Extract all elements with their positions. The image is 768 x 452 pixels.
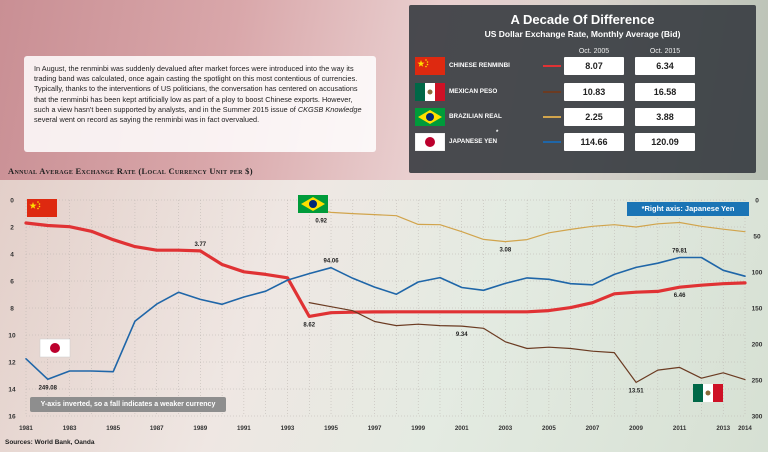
china-flag-icon [27,199,57,217]
x-tick-label: 2003 [498,425,512,432]
x-tick-label: 1995 [324,425,338,432]
mexico-flag-icon [693,384,723,402]
y-right-tick-label: 200 [752,342,763,349]
x-tick-label: 2009 [629,425,643,432]
currency-name: JAPANESE YEN [449,138,498,145]
panel-subtitle: US Dollar Exchange Rate, Monthly Average… [484,29,681,39]
x-tick-label: 1989 [193,425,207,432]
x-tick-label: 2001 [455,425,469,432]
data-label: 9.34 [456,332,468,338]
japan-flag-icon [414,132,446,152]
x-tick-label: 2014 [738,425,752,432]
y-right-tick-label: 100 [752,270,763,277]
inverted-axis-note: Y-axis inverted, so a fall indicates a w… [30,397,226,412]
series-swatch [543,141,561,143]
series-line-mxp [308,301,746,383]
y-left-tick-label: 12 [8,360,16,367]
x-tick-label: 1991 [237,425,251,432]
x-tick-label: 1997 [368,425,382,432]
y-right-tick-label: 250 [752,378,763,385]
value-2015: 16.58 [635,83,695,101]
exchange-rate-chart: 0 2 4 6 8 10 12 14 16 0 50 100 150 200 250 300 1981 1983 1… [8,195,763,432]
data-label: 3.77 [194,242,206,248]
value-2005: 2.25 [564,108,624,126]
y-left-tick-label: 14 [8,387,16,394]
currency-name: MEXICAN PESO [449,88,498,95]
right-axis-mark: * [496,130,499,136]
x-tick-label: 1985 [106,425,120,432]
data-label: 6.46 [674,293,686,299]
data-label: 8.62 [303,322,315,328]
value-2015: 3.88 [635,108,695,126]
y-left-tick-label: 6 [10,279,14,286]
data-label: 94.06 [324,259,340,265]
data-label: 0.92 [315,218,327,224]
currency-row: CHINESE RENMINBIRMB8.076.34 [415,57,750,75]
x-tick-label: 2011 [673,425,687,432]
y-left-tick-label: 8 [10,306,14,313]
currency-name: BRAZILIAN REAL [449,113,502,120]
mexico-flag-icon [415,83,445,101]
y-right-tick-label: 300 [752,414,763,421]
x-tick-label: 2005 [542,425,556,432]
panel-title: A Decade Of Difference [510,12,655,27]
data-label: 249.08 [39,385,58,391]
y-left-tick-label: 16 [8,414,16,421]
series-swatch [543,116,561,118]
x-tick-label: 1983 [63,425,77,432]
data-label: 3.08 [499,248,511,254]
brazil-flag-icon [415,108,445,126]
y-left-tick-label: 2 [10,225,14,232]
value-2005: 10.83 [564,83,624,101]
value-2015: 6.34 [635,57,695,75]
series-line-rmb [24,221,747,318]
data-label: 13.51 [629,388,645,394]
x-tick-label: 1999 [411,425,425,432]
x-tick-label: 2013 [716,425,730,432]
x-tick-label: 1987 [150,425,164,432]
intro-tail: several went on record as saying the ren… [34,115,260,125]
series-line-jpy [25,256,746,381]
y-left-tick-label: 0 [10,198,14,205]
intro-text: In August, the renminbi was suddenly dev… [34,64,358,114]
x-tick-label: 1993 [281,425,295,432]
col-header-2015: Oct. 2015 [649,48,681,55]
series-swatch [543,65,561,67]
col-header-2005: Oct. 2005 [578,48,610,55]
intro-italic: CKGSB Knowledge [297,104,362,114]
decade-panel: A Decade Of Difference US Dollar Exchang… [409,5,756,173]
x-tick-label: 2007 [586,425,600,432]
series-swatch [543,91,561,93]
y-right-tick-label: 0 [755,198,759,205]
intro-text-box: In August, the renminbi was suddenly dev… [24,56,376,152]
y-left-tick-label: 10 [8,333,16,340]
value-2015: 120.09 [635,133,695,151]
data-label: 79.81 [672,248,688,254]
currency-row: BRAZILIAN REALBRL2.253.88 [415,108,750,126]
china-flag-icon [415,57,445,75]
y-right-tick-label: 150 [752,306,763,313]
value-2005: 8.07 [564,57,624,75]
brazil-flag-icon [298,195,328,213]
chart-title: Annual Average Exchange Rate (Local Curr… [8,166,253,176]
y-left-tick-label: 4 [10,252,14,259]
value-2005: 114.66 [564,133,624,151]
source-note: Sources: World Bank, Oanda [5,439,95,446]
japan-flag-icon [39,338,71,358]
y-right-tick-label: 50 [753,234,761,241]
right-axis-note: *Right axis: Japanese Yen [627,202,749,216]
x-tick-label: 1981 [19,425,33,432]
series-line-brl [308,208,746,243]
currency-name: CHINESE RENMINBI [449,62,510,69]
